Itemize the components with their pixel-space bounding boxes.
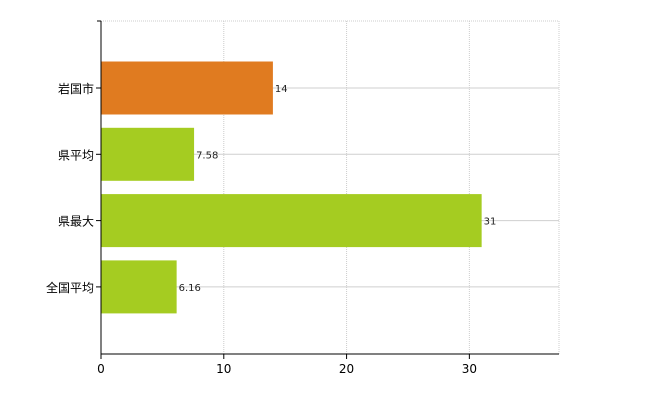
bar-3 <box>101 260 177 314</box>
value-label-2: 31 <box>484 217 497 228</box>
bar-2 <box>101 194 482 248</box>
category-label-1: 県平均 <box>58 148 94 162</box>
x-tick-label-3: 30 <box>462 362 477 376</box>
bar-1 <box>101 127 195 181</box>
labels: 14 岩国市 7.58 県平均 31 県最大 6.16 全国平均 0 10 20 30 <box>46 81 496 376</box>
category-label-3: 全国平均 <box>46 280 94 295</box>
value-label-3: 6.16 <box>179 283 201 294</box>
bar-0 <box>101 61 273 115</box>
value-label-1: 7.58 <box>196 150 218 161</box>
x-tick-label-0: 0 <box>97 362 105 376</box>
category-label-2: 県最大 <box>58 215 94 229</box>
bars <box>101 61 482 314</box>
x-tick-label-2: 20 <box>339 362 354 376</box>
value-label-0: 14 <box>275 84 288 95</box>
axes <box>96 20 559 359</box>
x-tick-label-1: 10 <box>216 362 231 376</box>
category-label-0: 岩国市 <box>58 81 94 96</box>
